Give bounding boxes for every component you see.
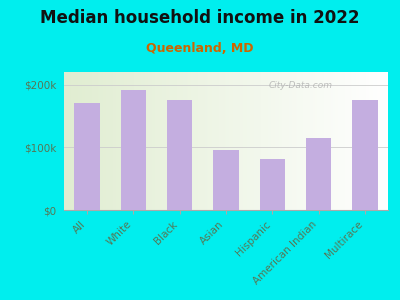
Bar xyxy=(213,150,239,210)
Bar xyxy=(167,100,192,210)
Bar xyxy=(352,100,378,210)
Bar xyxy=(306,138,331,210)
Text: Queenland, MD: Queenland, MD xyxy=(146,42,254,55)
Bar xyxy=(260,159,285,210)
Text: City-Data.com: City-Data.com xyxy=(268,81,332,90)
Bar xyxy=(74,103,100,210)
Text: Median household income in 2022: Median household income in 2022 xyxy=(40,9,360,27)
Bar xyxy=(121,90,146,210)
